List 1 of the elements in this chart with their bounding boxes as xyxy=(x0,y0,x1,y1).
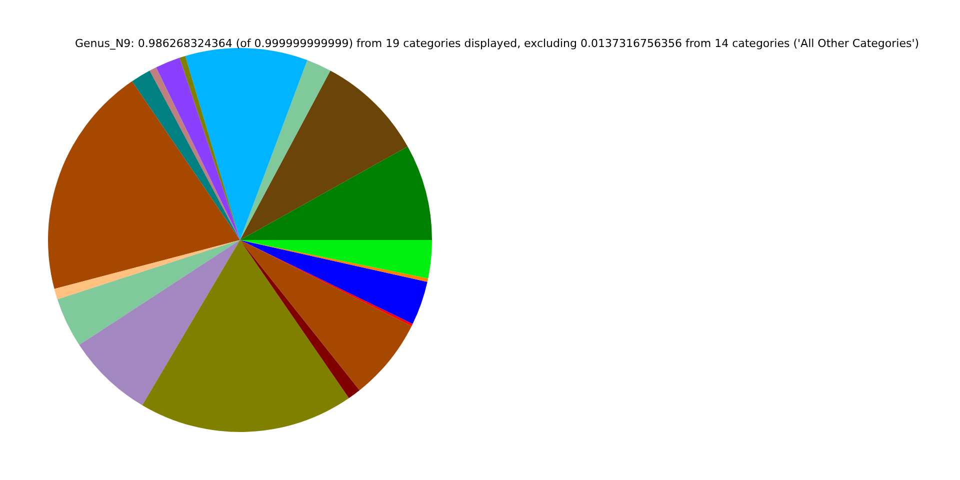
text: Genus_N9: 0.986268324364 (of 0.999999999999) from 19 categories displayed, excluding 0.0137316756356 from 14 categories ('All Other Categories') xyxy=(74,37,920,50)
